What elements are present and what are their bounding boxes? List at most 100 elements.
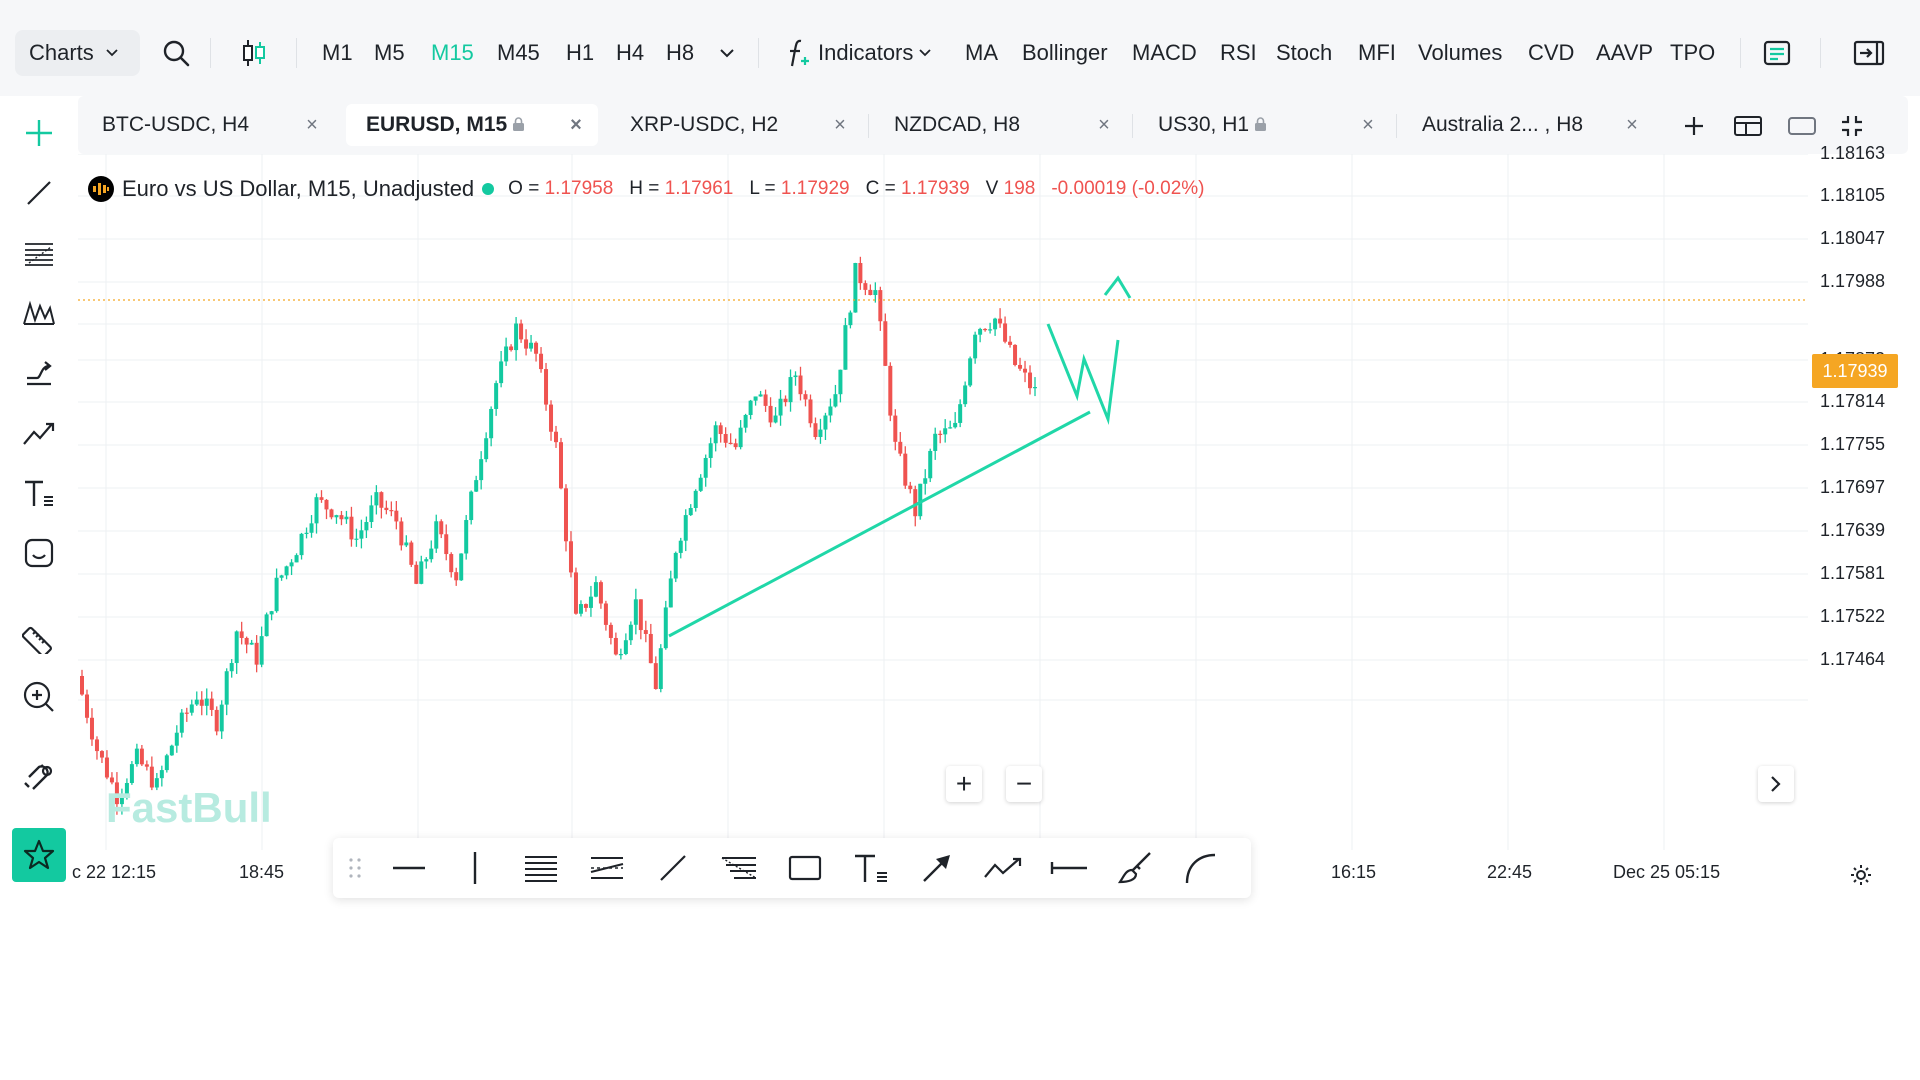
zoom-in-button[interactable]: + [946,766,982,802]
candle-body [1023,368,1028,373]
timeframe-m1[interactable]: M1 [322,40,353,65]
add-tab-button[interactable] [1676,108,1712,144]
rectangle-tool[interactable] [783,846,827,890]
indicator-tpo[interactable]: TPO [1670,40,1716,65]
favorites-button[interactable] [12,828,66,882]
tab-australia-2-h8[interactable]: Australia 2... , H8 × [1402,104,1654,146]
horizontal-line-tool[interactable] [387,846,431,890]
indicator-bollinger[interactable]: Bollinger [1022,40,1108,65]
zoom-in-tool[interactable] [16,674,62,720]
indicator-macd[interactable]: MACD [1132,40,1197,65]
prediction-tool[interactable] [16,350,62,396]
fibonacci-tool[interactable] [16,230,62,276]
tab-xrp-usdc-h2[interactable]: XRP-USDC, H2 × [610,104,862,146]
zoom-out-button[interactable]: − [1006,766,1042,802]
crosshair-tool[interactable] [16,110,62,156]
candle-body [499,361,504,384]
candle-body [1003,323,1008,342]
tab-btc-usdc-h4[interactable]: BTC-USDC, H4 × [82,104,334,146]
tab-nzdcad-h8[interactable]: NZDCAD, H8 × [874,104,1126,146]
tab-close-button[interactable]: × [834,113,846,136]
ray-tool[interactable] [1047,846,1091,890]
candle-body [878,290,883,322]
legend-low-key: L = [749,178,776,199]
chart-canvas[interactable]: Euro vs US Dollar, M15, Unadjusted O = 1… [78,154,1808,850]
scroll-to-latest-button[interactable] [1758,766,1794,802]
search-button[interactable] [158,30,194,76]
more-timeframes-button[interactable] [712,30,742,76]
candle-body [94,739,99,752]
candle-body [873,290,878,295]
tab-eurusd-m15[interactable]: EURUSD, M15 × [346,104,598,146]
trend-line-tool[interactable] [16,170,62,216]
arc-tool[interactable] [1179,846,1223,890]
candle-body [928,450,933,479]
tab-close-button[interactable]: × [306,113,318,136]
price-axis[interactable]: 1.181631.181051.180471.179881.178721.178… [1808,143,1908,850]
rectangle-icon [788,855,822,881]
timeframe-m5[interactable]: M5 [374,40,405,65]
timeframe-m45[interactable]: M45 [497,40,540,65]
regression-channel-icon [590,857,624,879]
candle-body [1033,387,1038,389]
polyline-draw-tool[interactable] [981,846,1025,890]
charts-menu-button[interactable]: Charts [15,30,140,76]
tab-close-button[interactable]: × [1362,113,1374,136]
timeframe-h4[interactable]: H4 [616,40,645,65]
tab-close-button[interactable]: × [1098,113,1110,136]
candle-body [509,346,514,351]
drag-handle[interactable] [341,846,369,890]
vertical-line-tool[interactable] [453,846,497,890]
indicator-volumes[interactable]: Volumes [1418,40,1503,65]
emoji-tool[interactable] [16,530,62,576]
indicator-cvd[interactable]: CVD [1528,40,1575,65]
candle-body [494,383,499,409]
timeframe-m15[interactable]: M15 [431,40,474,65]
indicator-rsi[interactable]: RSI [1220,40,1257,65]
indicators-button[interactable]: Indicators [786,30,942,76]
candle-body [84,694,89,718]
arrow-tool[interactable] [915,846,959,890]
price-label: 1.17464 [1820,649,1886,669]
price-chart[interactable] [78,154,1808,850]
pattern-tool[interactable] [16,290,62,336]
window-button[interactable] [1784,108,1820,144]
text-tool[interactable] [16,470,62,516]
candle-body [404,542,409,546]
indicator-mfi[interactable]: MFI [1358,40,1396,65]
parallel-channel-tool[interactable] [519,846,563,890]
measure-tool[interactable] [16,614,62,660]
candle-body [119,793,124,805]
chart-type-button[interactable] [236,30,272,76]
fullscreen-button[interactable] [1834,108,1870,144]
tab-us30-h1[interactable]: US30, H1 × [1138,104,1390,146]
candle-body [573,572,578,614]
candle-body [1018,364,1023,369]
drag-handle-icon [349,858,361,878]
tab-close-button[interactable]: × [1626,113,1638,136]
brush-tool[interactable] [1113,846,1157,890]
regression-channel-tool[interactable] [585,846,629,890]
indicator-aavp[interactable]: AAVP [1596,40,1654,65]
pattern-icon [23,300,55,325]
candle-body [713,425,718,444]
chart-settings-button[interactable] [1846,860,1876,890]
timeframe-h8[interactable]: H8 [666,40,695,65]
candle-body [758,394,763,397]
indicator-ma[interactable]: MA [965,40,998,65]
tab-close-button[interactable]: × [570,113,582,136]
candle-body [833,394,838,407]
fib-retracement-tool[interactable] [717,846,761,890]
polyline-tool[interactable] [16,410,62,456]
object-tree-button[interactable] [1759,30,1795,76]
layout-button[interactable] [1730,108,1766,144]
price-label: 1.17522 [1820,606,1886,626]
candle-body [888,365,893,416]
magnet-tool[interactable] [16,754,62,800]
timeframe-h1[interactable]: H1 [566,40,595,65]
trend-line-draw-tool[interactable] [651,846,695,890]
indicator-stoch[interactable]: Stoch [1276,40,1333,65]
candle-body [244,637,249,645]
collapse-panel-button[interactable] [1850,30,1888,76]
text-draw-tool[interactable] [849,846,893,890]
